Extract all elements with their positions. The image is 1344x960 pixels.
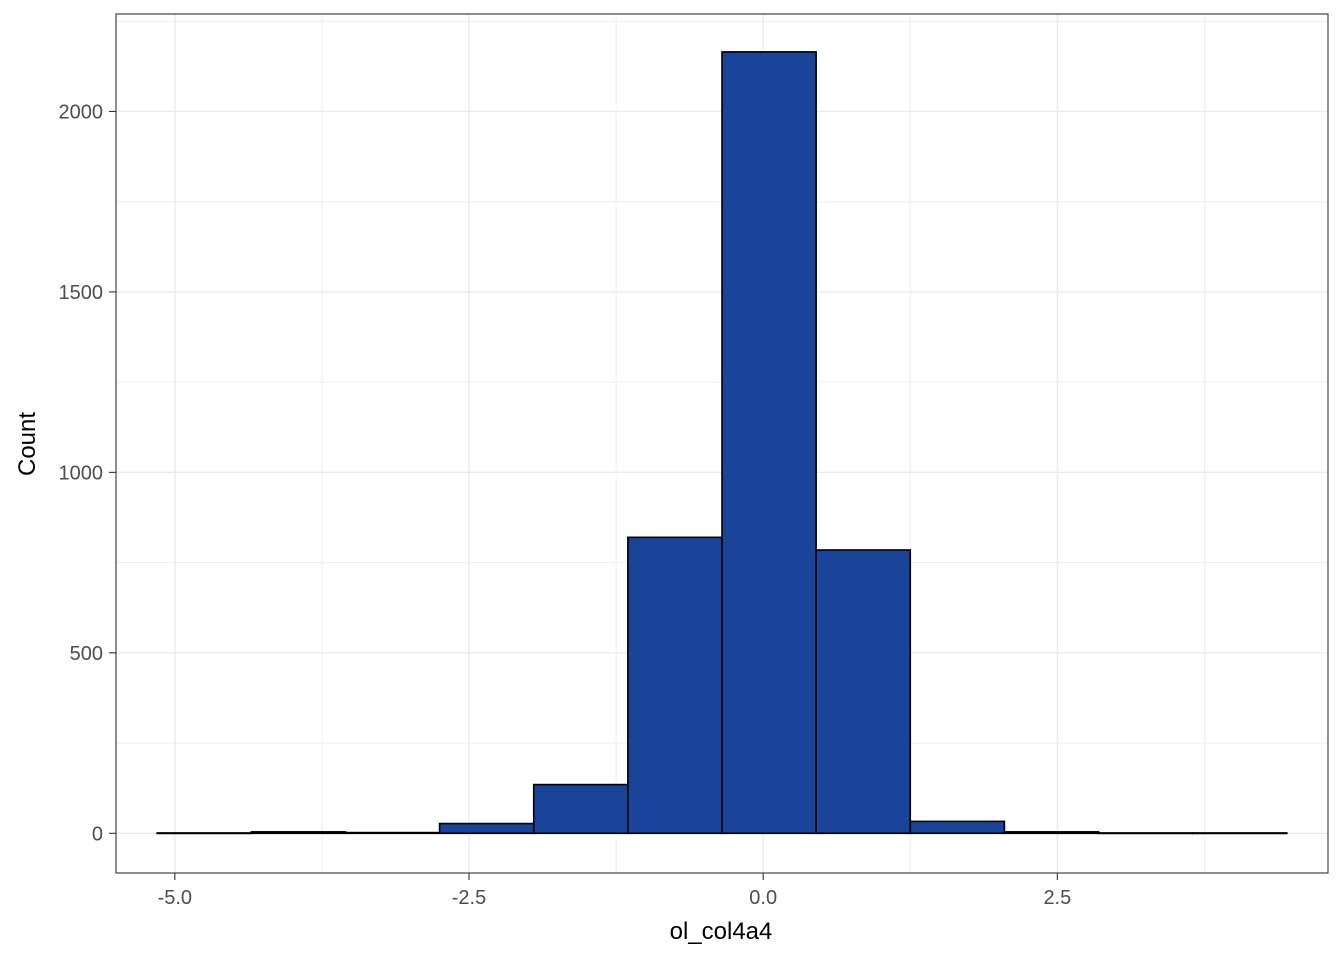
x-tick-label: 2.5 [1043, 887, 1071, 909]
histogram-bar-7 [721, 51, 817, 835]
histogram-bar-5 [532, 783, 629, 835]
y-tick-label: 2000 [59, 101, 104, 123]
x-axis: -5.0 -2.5 0.0 2.5 [158, 873, 1071, 909]
histogram-bar-10 [1003, 831, 1100, 835]
histogram-bar-12 [1191, 832, 1288, 835]
y-tick-label: 1000 [59, 462, 104, 484]
histogram-bar-3 [344, 831, 441, 835]
x-tick-label: -5.0 [158, 887, 192, 909]
y-tick-label: 500 [70, 643, 103, 665]
histogram-bar-9 [909, 820, 1006, 835]
histogram-bar-11 [1097, 832, 1194, 835]
histogram-bars [156, 51, 1288, 835]
x-tick-label: -2.5 [452, 887, 486, 909]
y-axis-title: Count [14, 412, 41, 476]
x-tick-label: 0.0 [749, 887, 777, 909]
y-tick-label: 0 [92, 823, 103, 845]
panel-border [115, 13, 1329, 874]
x-axis-title: ol_col4a4 [670, 918, 773, 945]
histogram-bar-2 [250, 831, 347, 835]
histogram-bar-4 [438, 822, 535, 835]
histogram-bar-6 [627, 536, 723, 835]
y-axis: 0 500 1000 1500 2000 [59, 101, 116, 845]
y-tick-label: 1500 [59, 282, 104, 304]
histogram-bar-1 [156, 832, 253, 835]
histogram-bar-8 [815, 549, 912, 835]
